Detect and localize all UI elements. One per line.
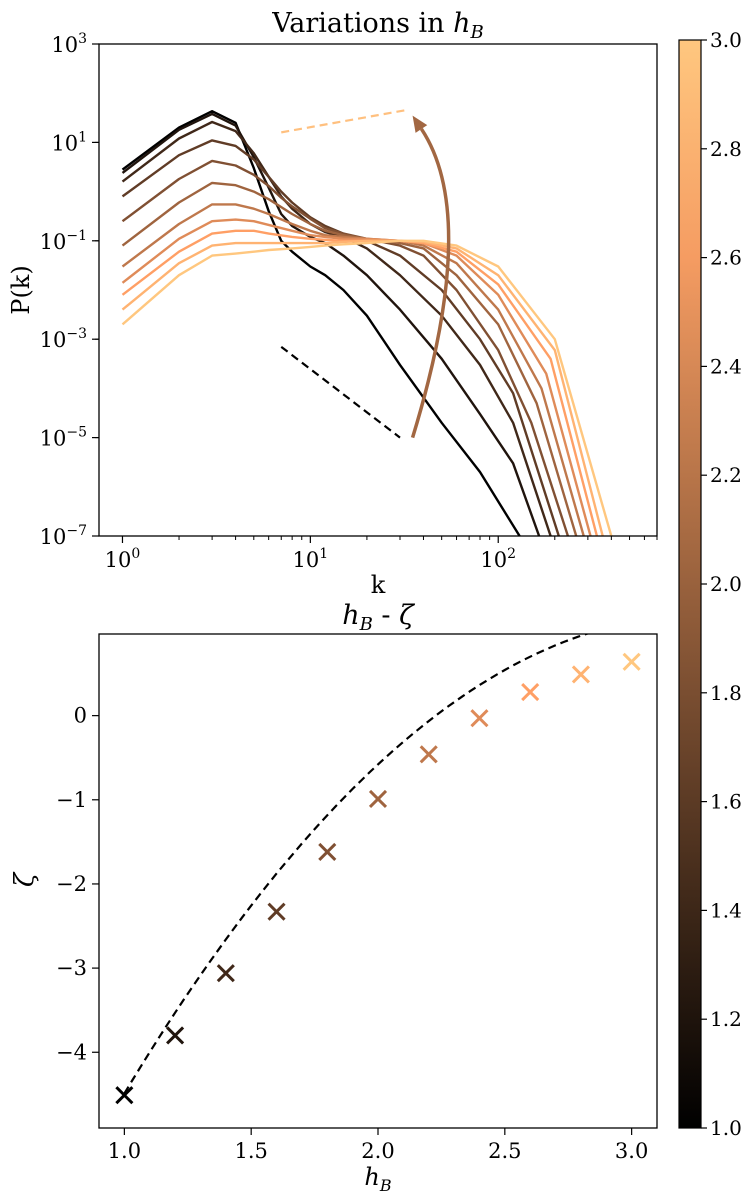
spectrum-line-3 [121, 139, 560, 536]
bottom-y-tick-label-3: −3 [56, 956, 87, 980]
spectrum-line-8 [121, 229, 599, 536]
bottom-x-tick-label-4: 3.0 [615, 1139, 648, 1163]
bottom-y-tick-label-4: −4 [56, 1040, 87, 1064]
top-x-tick-label-2: 102 [480, 546, 516, 572]
spectrum-line-9 [121, 239, 604, 536]
top-y-tick-label-0: 103 [51, 31, 87, 57]
bottom-x-tick-label-2: 2.0 [361, 1139, 394, 1163]
colorbar-tick-label-0: 1.0 [710, 1116, 742, 1140]
zeta-marker-5 [368, 789, 388, 809]
top-x-ticks: 100 101 102 [105, 536, 658, 572]
zeta-marker-0 [115, 1086, 134, 1105]
zeta-markers [115, 652, 641, 1105]
colorbar-tick-label-1: 1.2 [710, 1007, 742, 1031]
colorbar-tick-label-5: 2.0 [710, 572, 742, 596]
zeta-marker-6 [419, 745, 438, 764]
bottom-y-label: ζ [10, 871, 40, 887]
spectrum-lines [121, 110, 613, 536]
colorbar-ticks: 1.0 1.2 1.4 1.6 1.8 2.0 2.2 2.4 2.6 2.8 3.0 [701, 28, 742, 1140]
top-y-tick-label-2: 10−1 [40, 228, 87, 254]
trend-arrow [410, 115, 451, 439]
zeta-plot: hB - ζ 1.0 1.5 2.0 2.5 3.0 0 −1 −2 −3 −4 hB ζ [10, 600, 658, 1195]
colorbar-tick-label-4: 1.8 [710, 681, 742, 705]
spectrum-line-6 [121, 203, 585, 536]
spectrum-line-0 [121, 110, 521, 536]
bottom-y-tick-label-2: −2 [56, 872, 87, 896]
power-spectrum-plot: Variations in hB 100 101 102 103 101 10−1 10−… [7, 8, 658, 599]
spectrum-line-4 [121, 159, 570, 536]
fit-curve [123, 634, 590, 1095]
top-y-tick-label-3: 10−3 [40, 326, 87, 352]
bottom-x-ticks: 1.0 1.5 2.0 2.5 3.0 [108, 1128, 648, 1163]
zeta-marker-4 [318, 842, 337, 862]
bottom-x-label: hB [364, 1163, 391, 1195]
colorbar-tick-label-8: 2.6 [710, 246, 742, 270]
top-title: Variations in hB [271, 8, 484, 43]
colorbar-tick-label-10: 3.0 [710, 28, 742, 52]
spectrum-line-2 [121, 120, 552, 536]
bottom-title: hB - ζ [342, 600, 415, 635]
reference-lines [280, 109, 406, 439]
top-y-tick-label-5: 10−7 [40, 523, 87, 549]
bottom-y-ticks: 0 −1 −2 −3 −4 [56, 704, 99, 1064]
bottom-x-tick-label-1: 1.5 [234, 1139, 267, 1163]
colorbar-tick-label-6: 2.2 [710, 463, 742, 487]
trend-arrow-head [412, 115, 428, 133]
bottom-y-tick-label-0: 0 [74, 704, 87, 728]
top-y-tick-label-1: 101 [51, 129, 87, 155]
colorbar-tick-label-2: 1.4 [710, 898, 742, 922]
spectrum-line-10 [121, 239, 613, 536]
colorbar-gradient [679, 40, 701, 1128]
spectrum-line-5 [121, 181, 578, 536]
bottom-axes-frame [98, 633, 658, 1129]
zeta-marker-2 [216, 964, 235, 983]
bottom-x-tick-label-3: 2.5 [488, 1139, 521, 1163]
steep-slope-reference [280, 345, 401, 439]
zeta-marker-7 [470, 709, 489, 728]
colorbar-tick-label-3: 1.6 [710, 790, 742, 814]
zeta-marker-9 [571, 665, 590, 684]
zeta-marker-3 [267, 902, 286, 921]
zeta-marker-1 [166, 1026, 185, 1045]
top-x-label: k [371, 571, 386, 599]
top-axes-frame [98, 43, 658, 537]
zeta-marker-8 [521, 683, 540, 702]
top-y-label: P(k) [7, 265, 35, 314]
top-y-ticks: 103 101 10−1 10−3 10−5 10−7 [40, 31, 99, 549]
colorbar: 1.0 1.2 1.4 1.6 1.8 2.0 2.2 2.4 2.6 2.8 3.0 [678, 28, 742, 1140]
trend-arrow-shaft [410, 127, 451, 439]
spectrum-line-7 [121, 218, 592, 536]
bottom-y-tick-label-1: −1 [56, 788, 87, 812]
colorbar-tick-label-7: 2.4 [710, 354, 742, 378]
zeta-marker-10 [622, 652, 641, 671]
top-y-tick-label-4: 10−5 [40, 425, 87, 451]
top-x-tick-label-1: 101 [293, 546, 329, 572]
colorbar-tick-label-9: 2.8 [710, 137, 742, 161]
fit-curve-line [123, 634, 590, 1095]
spectrum-line-1 [121, 112, 541, 536]
top-x-tick-label-0: 100 [105, 546, 141, 572]
shallow-slope-reference [281, 109, 406, 134]
bottom-x-tick-label-0: 1.0 [108, 1139, 141, 1163]
